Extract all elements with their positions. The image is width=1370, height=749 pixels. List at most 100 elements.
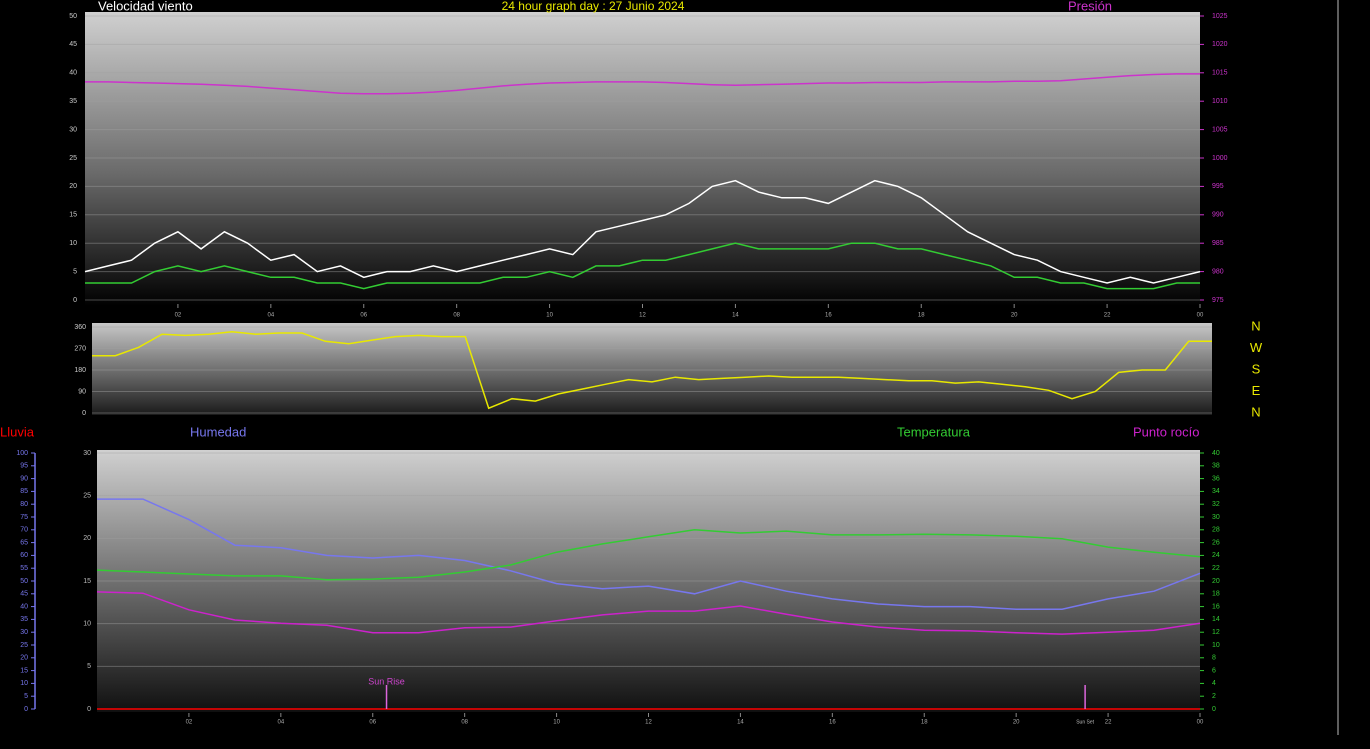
x-tick-label: 20 bbox=[1013, 720, 1020, 726]
y-tick-label: 20 bbox=[69, 183, 77, 190]
x-tick-label: 06 bbox=[369, 720, 376, 726]
series-name: Punto rocío bbox=[1133, 424, 1200, 439]
y2-tick-label: 16 bbox=[1212, 603, 1220, 610]
y-tick-label: 20 bbox=[83, 535, 91, 542]
y-tick-label: 5 bbox=[87, 663, 91, 670]
y-tick-label: 15 bbox=[69, 212, 77, 219]
y2-tick-label: 34 bbox=[1212, 488, 1220, 495]
y-tick-label: 10 bbox=[83, 621, 91, 628]
chart-title: 24 hour graph day : 27 Junio 2024 bbox=[502, 0, 685, 13]
y2-tick-label: 0 bbox=[1212, 706, 1216, 713]
series-line bbox=[84, 179, 1201, 284]
y3-tick-label: 65 bbox=[20, 539, 28, 546]
x-tick-label: 12 bbox=[645, 720, 652, 726]
x-tick-label: 18 bbox=[921, 720, 928, 726]
x-tick-label: 14 bbox=[732, 313, 739, 319]
y3-tick-label: 85 bbox=[20, 488, 28, 495]
x-tick-label: 16 bbox=[829, 720, 836, 726]
y2-tick-label: 20 bbox=[1212, 578, 1220, 585]
y2-tick-label: 6 bbox=[1212, 667, 1216, 674]
series-line bbox=[96, 529, 1201, 581]
y2-tick-label: 36 bbox=[1212, 475, 1220, 482]
y-tick-label: 35 bbox=[69, 98, 77, 105]
y2-tick-label: 14 bbox=[1212, 616, 1220, 623]
x-tick-label: 20 bbox=[1011, 313, 1018, 319]
y2-tick-label: 38 bbox=[1212, 463, 1220, 470]
y3-tick-label: 25 bbox=[20, 642, 28, 649]
y3-tick-label: 80 bbox=[20, 501, 28, 508]
y2-tick-label: 40 bbox=[1212, 450, 1220, 457]
y2-tick-label: 1000 bbox=[1212, 155, 1228, 162]
y2-tick-label: 985 bbox=[1212, 240, 1224, 247]
y2-tick-label: 975 bbox=[1212, 297, 1224, 304]
x-tick-label: 02 bbox=[186, 720, 193, 726]
x-tick-label: 08 bbox=[461, 720, 468, 726]
wind-label: Velocidad viento bbox=[98, 0, 193, 13]
y2-tick-label: 980 bbox=[1212, 268, 1224, 275]
y-tick-label: 5 bbox=[73, 268, 77, 275]
y-tick-label: 45 bbox=[69, 41, 77, 48]
y3-tick-label: 10 bbox=[20, 680, 28, 687]
y-tick-label: 30 bbox=[83, 450, 91, 457]
y-tick-label: 0 bbox=[73, 297, 77, 304]
y3-tick-label: 30 bbox=[20, 629, 28, 636]
y-tick-label: 40 bbox=[69, 70, 77, 77]
series-line bbox=[96, 591, 1201, 635]
x-tick-label: 10 bbox=[553, 720, 560, 726]
y3-tick-label: 75 bbox=[20, 514, 28, 521]
y3-tick-label: 50 bbox=[20, 578, 28, 585]
x-tick-label: 08 bbox=[453, 313, 460, 319]
y-tick-label: 25 bbox=[83, 493, 91, 500]
y3-tick-label: 40 bbox=[20, 603, 28, 610]
y2-tick-label: 8 bbox=[1212, 655, 1216, 662]
y2-tick-label: 22 bbox=[1212, 565, 1220, 572]
y3-tick-label: 45 bbox=[20, 591, 28, 598]
x-tick-label: 00 bbox=[1197, 313, 1204, 319]
y2-tick-label: 990 bbox=[1212, 212, 1224, 219]
y2-tick-label: 28 bbox=[1212, 527, 1220, 534]
x-tick-label: 10 bbox=[546, 313, 553, 319]
y3-tick-label: 15 bbox=[20, 667, 28, 674]
y3-tick-label: 55 bbox=[20, 565, 28, 572]
x-tick-label: 02 bbox=[175, 313, 182, 319]
y2-tick-label: 1020 bbox=[1212, 41, 1228, 48]
y-tick-label: 360 bbox=[74, 324, 86, 331]
y3-tick-label: 35 bbox=[20, 616, 28, 623]
y2-tick-label: 1010 bbox=[1212, 98, 1228, 105]
y-tick-label: 25 bbox=[69, 155, 77, 162]
y-tick-label: 50 bbox=[69, 13, 77, 20]
y2-tick-label: 1015 bbox=[1212, 70, 1228, 77]
y2-tick-label: E bbox=[1252, 383, 1261, 398]
x-tick-label: 18 bbox=[918, 313, 925, 319]
series-name: Temperatura bbox=[897, 424, 971, 439]
y3-tick-label: 90 bbox=[20, 475, 28, 482]
y3-tick-label: 5 bbox=[24, 693, 28, 700]
x-tick-label: 22 bbox=[1105, 720, 1112, 726]
y2-tick-label: S bbox=[1252, 361, 1261, 376]
y3-tick-label: 60 bbox=[20, 552, 28, 559]
annotation: Sun Set bbox=[1076, 719, 1094, 725]
series-line bbox=[97, 498, 1201, 610]
y-tick-label: 90 bbox=[78, 388, 86, 395]
x-tick-label: 14 bbox=[737, 720, 744, 726]
x-tick-label: 12 bbox=[639, 313, 646, 319]
y2-tick-label: 18 bbox=[1212, 591, 1220, 598]
x-tick-label: 22 bbox=[1104, 313, 1111, 319]
y-tick-label: 15 bbox=[83, 578, 91, 585]
x-tick-label: 04 bbox=[277, 720, 284, 726]
y3-tick-label: 0 bbox=[24, 706, 28, 713]
y-tick-label: 10 bbox=[69, 240, 77, 247]
y2-tick-label: 4 bbox=[1212, 680, 1216, 687]
panel-wind bbox=[85, 12, 1200, 306]
series-name: Humedad bbox=[190, 424, 246, 439]
x-tick-label: 00 bbox=[1197, 720, 1204, 726]
y2-tick-label: N bbox=[1251, 318, 1260, 333]
y-tick-label: 30 bbox=[69, 126, 77, 133]
y-tick-label: 270 bbox=[74, 345, 86, 352]
y2-tick-label: 24 bbox=[1212, 552, 1220, 559]
panel-direction bbox=[92, 323, 1212, 415]
y2-tick-label: 26 bbox=[1212, 539, 1220, 546]
y3-tick-label: 70 bbox=[20, 527, 28, 534]
